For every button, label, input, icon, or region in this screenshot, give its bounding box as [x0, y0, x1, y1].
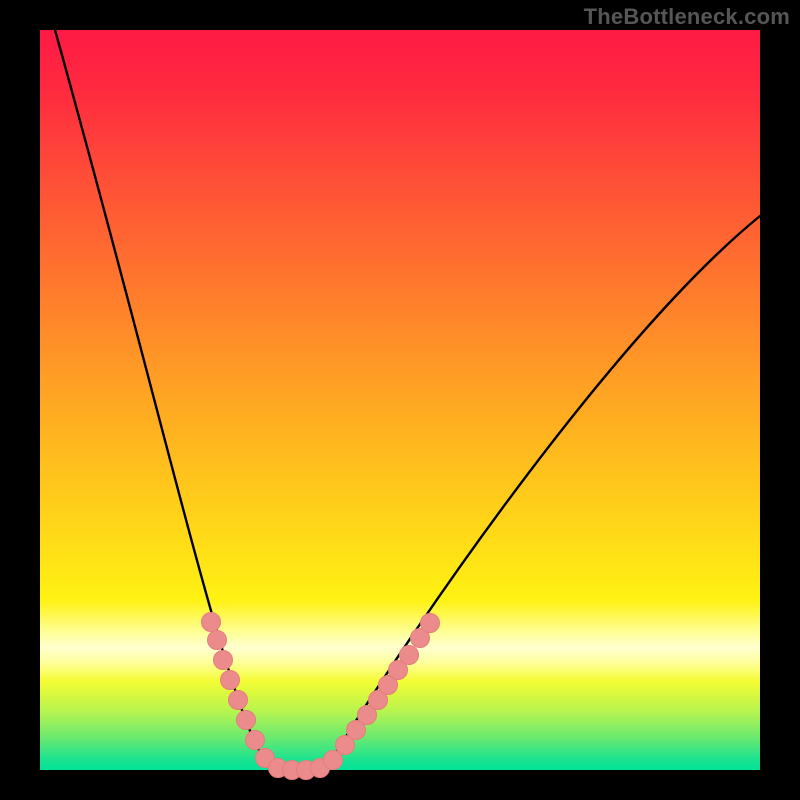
- data-marker: [246, 731, 265, 750]
- chart-frame: TheBottleneck.com: [0, 0, 800, 800]
- data-marker: [229, 691, 248, 710]
- data-marker: [208, 631, 227, 650]
- data-marker: [237, 711, 256, 730]
- data-marker: [400, 646, 419, 665]
- watermark-label: TheBottleneck.com: [584, 4, 790, 30]
- plot-layers: [40, 30, 760, 780]
- data-marker: [214, 651, 233, 670]
- data-marker: [221, 671, 240, 690]
- data-marker: [421, 614, 440, 633]
- bottleneck-chart: [0, 0, 800, 800]
- data-marker: [202, 613, 221, 632]
